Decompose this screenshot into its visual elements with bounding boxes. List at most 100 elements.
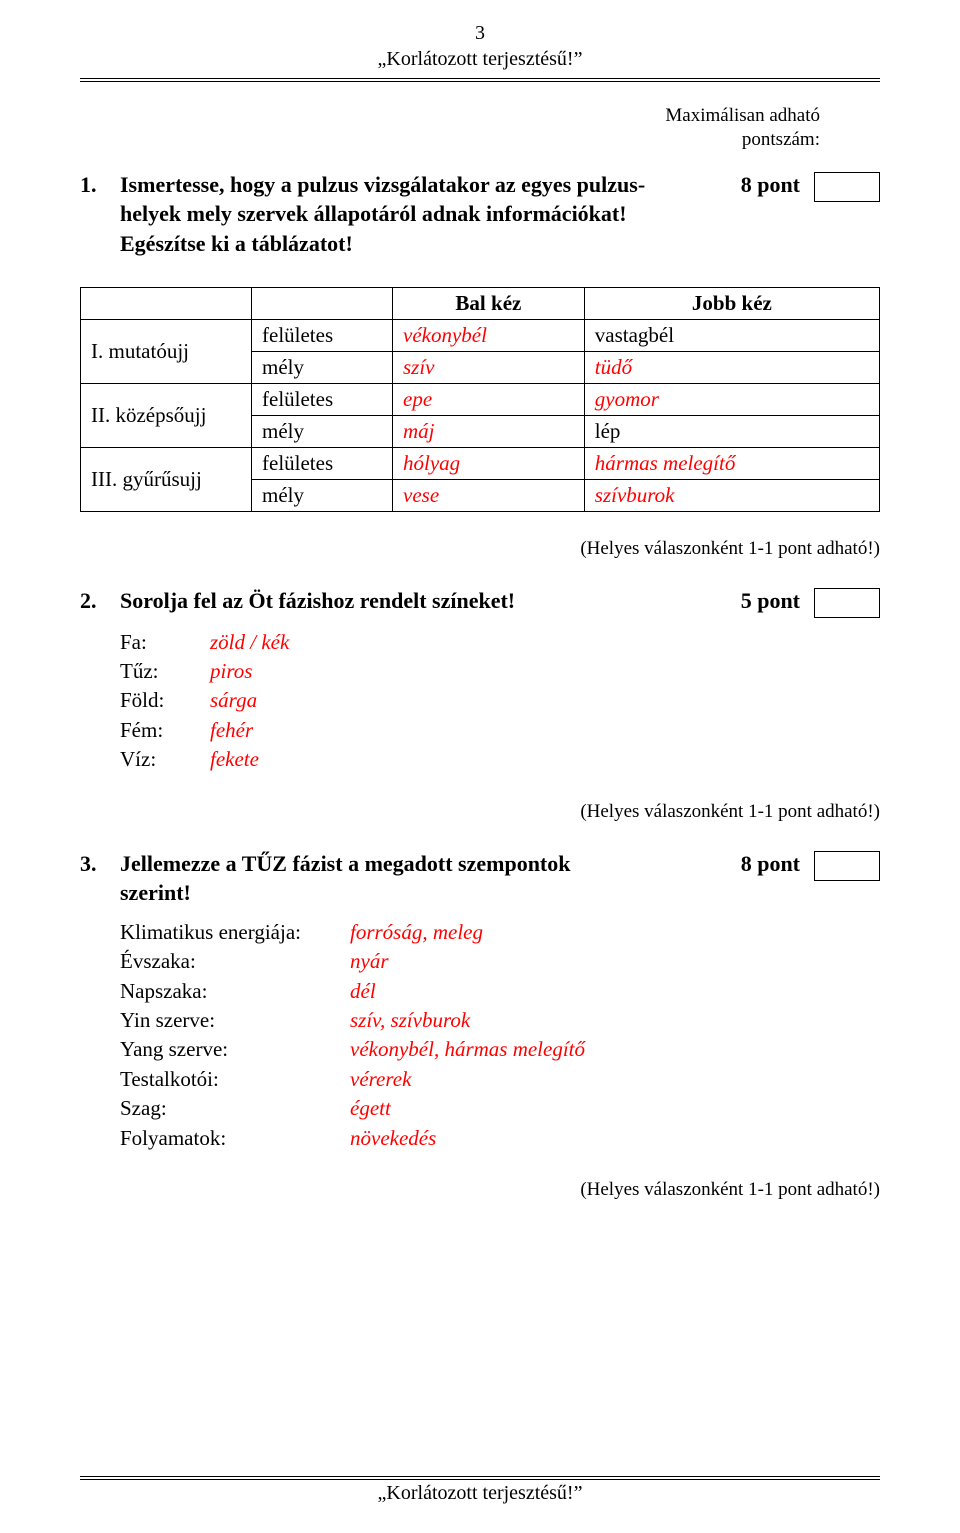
q1-number: 1. [80,170,120,200]
q3-answers: Klimatikus energiája:forróság, meleg Évs… [120,918,880,1153]
label: Évszaka: [120,947,350,976]
q1-scoring-note: (Helyes válaszonként 1-1 pont adható!) [80,538,880,560]
label: Napszaka: [120,977,350,1006]
q3-number: 3. [80,849,120,879]
label: Yang szerve: [120,1035,350,1064]
cell: máj [393,415,585,447]
cell: szívburok [584,479,879,511]
q2-text: Sorolja fel az Öt fázishoz rendelt színe… [120,586,710,616]
label: Testalkotói: [120,1065,350,1094]
page: 3 „Korlátozott terjesztésű!” Maximálisan… [0,0,960,1533]
cell: hólyag [393,447,585,479]
value: vékonybél, hármas melegítő [350,1035,585,1064]
q3-line2: szerint! [120,880,191,905]
q3-line1: Jellemezze a TŰZ fázist a megadott szemp… [120,851,571,876]
value: nyár [350,947,389,976]
cell: tüdő [584,351,879,383]
max-points-line2: pontszám: [742,129,820,150]
list-item: Yang szerve:vékonybél, hármas melegítő [120,1035,880,1064]
label: Klimatikus energiája: [120,918,350,947]
page-number: 3 [80,20,880,46]
footer-rule-top [80,1476,880,1477]
q1-text: Ismertesse, hogy a pulzus vizsgálatakor … [120,170,710,259]
row-head-2: II. középsőujj [81,383,252,447]
list-item: Évszaka:nyár [120,947,880,976]
q3-text: Jellemezze a TŰZ fázist a megadott szemp… [120,849,710,908]
q3-points: 8 pont [710,849,800,879]
cell: mély [252,415,393,447]
cell: gyomor [584,383,879,415]
q2-number: 2. [80,586,120,616]
max-points-line1: Maximálisan adható [665,105,820,126]
list-item: Testalkotói:vérerek [120,1065,880,1094]
value: szív, szívburok [350,1006,470,1035]
question-2: 2. Sorolja fel az Öt fázishoz rendelt sz… [80,586,880,823]
label: Víz: [120,745,210,774]
q1-points: 8 pont [710,170,800,200]
list-item: Tűz:piros [120,657,880,686]
question-1: 1. Ismertesse, hogy a pulzus vizsgálatak… [80,170,880,560]
question-3: 3. Jellemezze a TŰZ fázist a megadott sz… [80,849,880,1202]
value: sárga [210,686,257,715]
list-item: Víz:fekete [120,745,880,774]
label: Folyamatok: [120,1124,350,1153]
header-rule-bottom [80,81,880,82]
list-item: Fém:fehér [120,716,880,745]
q1-line3: Egészítse ki a táblázatot! [120,231,353,256]
th-sub-blank [252,287,393,319]
value: vérerek [350,1065,411,1094]
q3-score-box[interactable] [814,851,880,881]
table-row: I. mutatóujj felületes vékonybél vastagb… [81,319,880,351]
list-item: Szag:égett [120,1094,880,1123]
label: Föld: [120,686,210,715]
value: zöld / kék [210,628,289,657]
cell: felületes [252,319,393,351]
q1-score-box[interactable] [814,172,880,202]
label: Fa: [120,628,210,657]
q2-score-box[interactable] [814,588,880,618]
row-head-3: III. gyűrűsujj [81,447,252,511]
q2-scoring-note: (Helyes válaszonként 1-1 pont adható!) [80,801,880,823]
value: égett [350,1094,391,1123]
value: forróság, meleg [350,918,483,947]
cell: mély [252,351,393,383]
table-row: II. középsőujj felületes epe gyomor [81,383,880,415]
cell: felületes [252,383,393,415]
value: dél [350,977,376,1006]
cell: szív [393,351,585,383]
table-header-row: Bal kéz Jobb kéz [81,287,880,319]
label: Szag: [120,1094,350,1123]
value: fekete [210,745,259,774]
table-row: III. gyűrűsujj felületes hólyag hármas m… [81,447,880,479]
page-header: 3 „Korlátozott terjesztésű!” [80,20,880,72]
label: Fém: [120,716,210,745]
list-item: Klimatikus energiája:forróság, meleg [120,918,880,947]
row-head-1: I. mutatóujj [81,319,252,383]
q2-points: 5 pont [710,586,800,616]
th-jobb: Jobb kéz [584,287,879,319]
list-item: Föld:sárga [120,686,880,715]
value: piros [210,657,252,686]
list-item: Folyamatok:növekedés [120,1124,880,1153]
page-footer: „Korlátozott terjesztésű!” [80,1476,880,1505]
cell: epe [393,383,585,415]
list-item: Yin szerve:szív, szívburok [120,1006,880,1035]
pulse-table: Bal kéz Jobb kéz I. mutatóujj felületes … [80,287,880,512]
cell: lép [584,415,879,447]
cell: hármas melegítő [584,447,879,479]
footer-rule-bottom [80,1479,880,1480]
list-item: Napszaka:dél [120,977,880,1006]
th-blank [81,287,252,319]
header-rule-top [80,78,880,79]
classification-footer: „Korlátozott terjesztésű!” [80,1482,880,1505]
list-item: Fa:zöld / kék [120,628,880,657]
max-points-label: Maximálisan adható pontszám: [80,104,880,152]
q3-scoring-note: (Helyes válaszonként 1-1 pont adható!) [80,1179,880,1201]
value: növekedés [350,1124,436,1153]
q1-line2: helyek mely szervek állapotáról adnak in… [120,201,627,226]
label: Tűz: [120,657,210,686]
cell: vastagbél [584,319,879,351]
q1-line1: Ismertesse, hogy a pulzus vizsgálatakor … [120,172,645,197]
label: Yin szerve: [120,1006,350,1035]
th-bal: Bal kéz [393,287,585,319]
